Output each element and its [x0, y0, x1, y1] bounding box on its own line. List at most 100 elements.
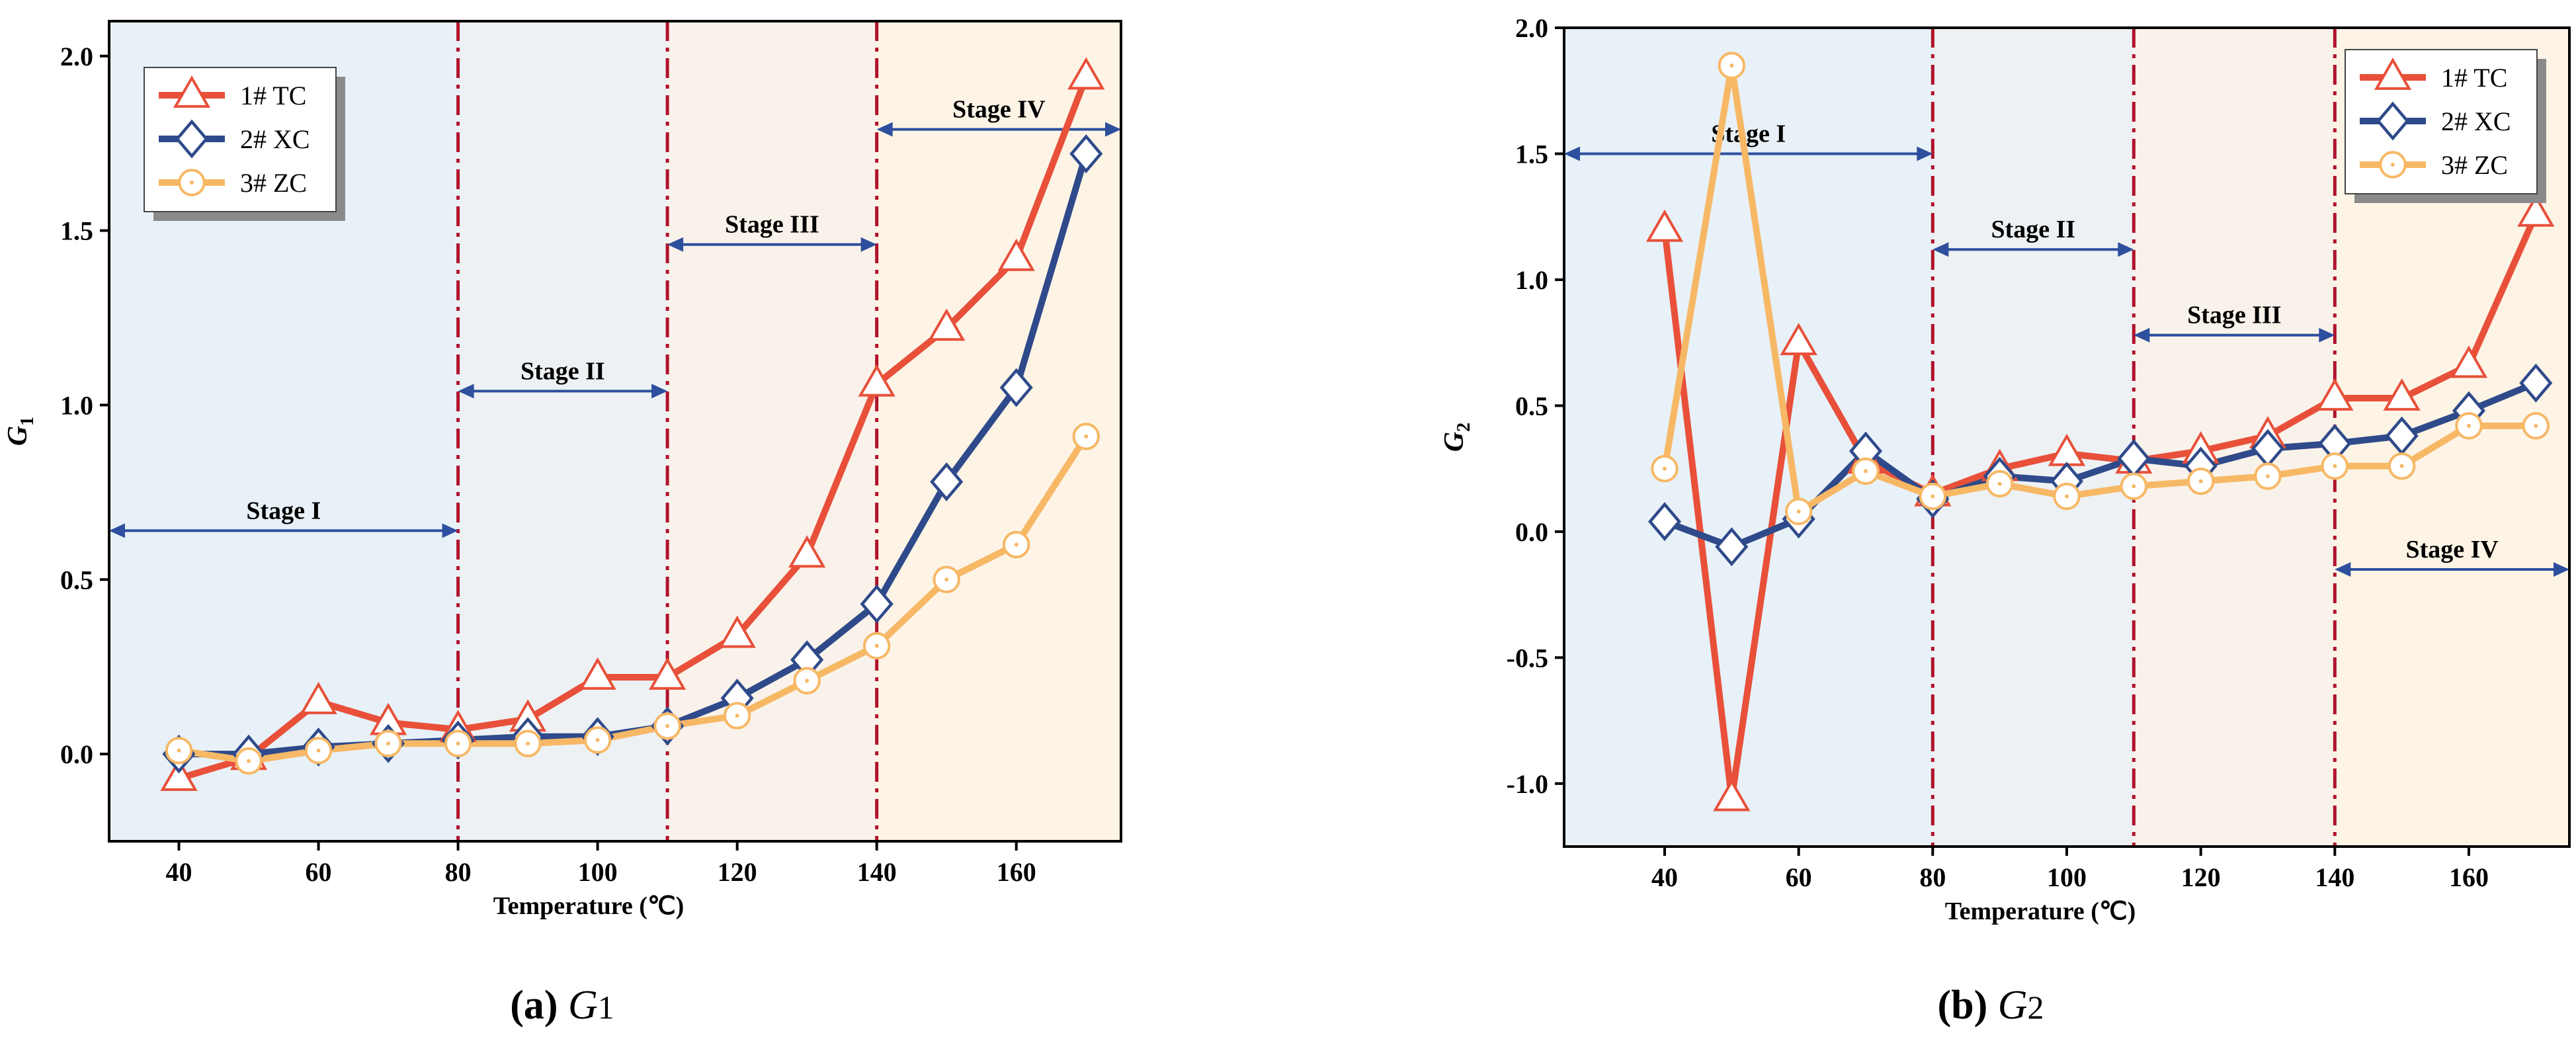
marker-dot — [2391, 163, 2395, 167]
data-point — [860, 584, 893, 624]
y-axis-ticks: -1.0 -0.5 0.0 0.5 1.0 1.5 2.0 — [1507, 13, 1564, 799]
legend-label: 3# ZC — [240, 168, 307, 198]
x-tick-label: 160 — [2449, 862, 2489, 892]
y-tick-label: 1.5 — [1515, 139, 1548, 169]
y-tick-label: 2.0 — [60, 42, 93, 71]
x-tick-label: 140 — [2315, 862, 2354, 892]
data-point — [1715, 527, 1749, 567]
data-point — [930, 462, 964, 501]
chart-panel-a: Stage I Stage II Stage III Stage IV 40 60 80 1… — [3, 20, 1122, 920]
plot-frame — [108, 20, 1122, 843]
stage-label: Stage III — [725, 211, 819, 239]
stage-band — [458, 21, 668, 841]
arrow-head — [1917, 146, 1933, 161]
legend-marker — [173, 75, 211, 108]
series-markers — [160, 57, 1105, 791]
data-point — [648, 657, 686, 690]
y-axis-ticks: 0.0 0.5 1.0 1.5 2.0 — [60, 42, 109, 769]
x-tick-label: 40 — [166, 857, 192, 887]
y-tick-label: 0.0 — [60, 739, 93, 769]
caption-symbol: G — [1998, 983, 2028, 1028]
legend-label: 3# ZC — [2441, 150, 2508, 180]
y-axis-label-subscript: 1 — [17, 417, 38, 426]
arrow-head — [2554, 562, 2569, 577]
marker-dot — [316, 748, 321, 753]
arrow-head — [2335, 562, 2351, 577]
x-tick-label: 80 — [1919, 862, 1946, 892]
legend-marker — [175, 119, 209, 159]
data-point — [1713, 778, 1751, 812]
data-point — [999, 368, 1033, 407]
x-axis-label: Temperature (℃) — [1945, 897, 2136, 925]
stage-boundary-lines — [456, 21, 879, 841]
y-tick-label: -0.5 — [1507, 643, 1548, 673]
legend-label: 2# XC — [2441, 106, 2511, 136]
stage-band — [1564, 28, 1933, 847]
arrow-head — [651, 384, 668, 399]
data-point — [858, 364, 895, 397]
data-point — [1645, 209, 1684, 242]
marker-dot — [386, 741, 391, 746]
marker-dot — [2534, 423, 2538, 428]
marker-dot — [1864, 469, 1868, 474]
caption-a: (a) G1 — [510, 983, 614, 1028]
marker-dot — [2266, 474, 2270, 479]
data-point — [2450, 345, 2488, 378]
y-tick-label: 1.0 — [60, 390, 93, 420]
data-point — [2519, 363, 2553, 403]
data-point — [300, 681, 337, 714]
stage-label: Stage II — [1991, 216, 2075, 243]
stage-arrows: Stage I Stage II Stage III Stage IV — [109, 96, 1121, 538]
marker-dot — [874, 644, 879, 648]
marker-dot — [805, 679, 810, 683]
caption-letter: (a) — [510, 983, 568, 1028]
x-axis-label: Temperature (℃) — [493, 892, 685, 920]
data-point — [1067, 57, 1105, 90]
arrow-head — [2134, 327, 2150, 343]
marker-dot — [735, 714, 739, 718]
stage-label: Stage IV — [952, 96, 1046, 124]
marker-dot — [1931, 494, 1935, 499]
data-point — [718, 615, 756, 648]
y-tick-label: 0.5 — [60, 565, 93, 595]
marker-dot — [2399, 464, 2404, 468]
marker-dot — [190, 181, 194, 185]
marker-dot — [2198, 479, 2203, 483]
arrow-head — [1564, 146, 1580, 161]
stage-label: Stage IV — [2405, 536, 2499, 563]
x-tick-label: 140 — [857, 857, 897, 887]
marker-dot — [2065, 494, 2069, 499]
legend-label: 2# XC — [240, 124, 310, 154]
caption-symbol: G — [568, 983, 598, 1028]
y-tick-label: -1.0 — [1507, 769, 1548, 799]
legend: 1# TC 2# XC 3# ZC — [144, 67, 345, 221]
x-axis-ticks: 40 60 80 100 120 140 160 — [166, 841, 1036, 887]
arrow-head — [1105, 122, 1121, 137]
marker-dot — [944, 577, 949, 582]
data-point — [2517, 194, 2555, 227]
caption-subscript: 1 — [598, 989, 614, 1026]
marker-dot — [1084, 434, 1089, 438]
marker-dot — [2467, 423, 2471, 428]
marker-dot — [177, 748, 181, 753]
arrow-head — [2118, 242, 2134, 257]
x-axis-ticks: 40 60 80 100 120 140 160 — [1651, 847, 2489, 892]
data-point — [928, 308, 966, 341]
data-point — [2383, 378, 2421, 411]
stage-label: Stage I — [246, 497, 321, 524]
marker-dot — [526, 741, 530, 746]
legend-marker — [2376, 101, 2410, 141]
marker-dot — [1729, 63, 1734, 68]
arrow-head — [860, 237, 877, 252]
y-axis-label-subscript: 2 — [1454, 423, 1474, 432]
marker-dot — [2333, 464, 2337, 468]
data-point — [997, 238, 1035, 271]
y-tick-label: 2.0 — [1515, 13, 1548, 43]
marker-dot — [2132, 484, 2136, 489]
data-point — [579, 657, 616, 690]
marker-dot — [456, 741, 460, 746]
x-tick-label: 40 — [1651, 862, 1678, 892]
x-tick-label: 160 — [997, 857, 1036, 887]
